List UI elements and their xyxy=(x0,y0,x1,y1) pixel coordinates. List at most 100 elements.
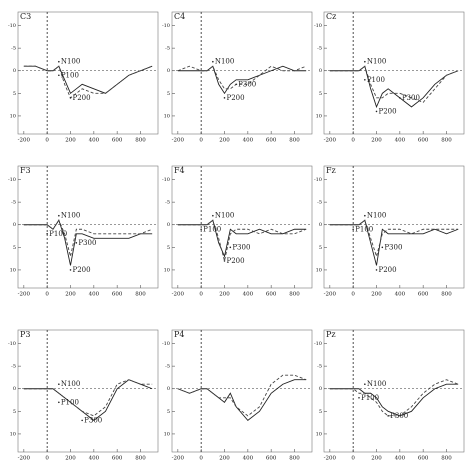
plot-frame xyxy=(171,329,313,453)
x-tick-label: -200 xyxy=(18,138,31,144)
y-tick-label: 0 xyxy=(319,222,322,228)
waveform xyxy=(23,65,153,95)
y-tick-label: 10 xyxy=(316,267,322,273)
waveform xyxy=(329,65,459,103)
annotation-anchor xyxy=(58,383,60,386)
plot-frame xyxy=(17,11,159,135)
annotation-anchor xyxy=(58,74,60,77)
x-tick-label: 600 xyxy=(112,456,123,462)
annotation-anchor xyxy=(58,401,60,404)
y-tick-label: 10 xyxy=(10,267,16,273)
annotation: P300 xyxy=(402,94,420,102)
waveform xyxy=(329,379,459,417)
annotation: P100 xyxy=(361,394,379,402)
y-tick-label: 5 xyxy=(319,91,322,97)
annotation-anchor xyxy=(212,214,214,217)
panel-title: P4 xyxy=(174,330,184,339)
y-tick-label: 5 xyxy=(319,409,322,415)
annotation-anchor xyxy=(399,97,401,99)
annotation-anchor xyxy=(387,415,389,417)
y-tick-label: -10 xyxy=(8,177,16,183)
annotation: P100 xyxy=(367,76,385,84)
x-tick-label: 600 xyxy=(266,138,277,144)
annotation: P300 xyxy=(232,243,250,251)
x-tick-label: 800 xyxy=(135,456,146,462)
waveform xyxy=(23,379,153,417)
annotation: N100 xyxy=(367,380,387,388)
y-tick-label: 0 xyxy=(13,68,16,74)
annotation: N100 xyxy=(367,212,387,220)
plot-frame xyxy=(17,165,159,289)
annotation-anchor xyxy=(375,110,378,113)
x-tick-label: -200 xyxy=(324,292,337,298)
y-tick-label: 5 xyxy=(319,245,322,251)
y-tick-label: -10 xyxy=(8,23,16,29)
annotation: P300 xyxy=(78,239,96,247)
y-tick-label: 10 xyxy=(10,431,16,437)
annotation-anchor xyxy=(69,97,72,99)
y-tick-label: -5 xyxy=(165,200,170,206)
x-tick-label: 0 xyxy=(45,292,49,298)
y-tick-label: 5 xyxy=(167,91,170,97)
annotation: P100 xyxy=(61,71,79,79)
x-tick-label: 600 xyxy=(266,456,277,462)
annotation-anchor xyxy=(223,97,226,99)
x-tick-label: 400 xyxy=(89,138,100,144)
annotation: P100 xyxy=(49,230,67,238)
x-tick-label: 600 xyxy=(266,292,277,298)
y-tick-label: -10 xyxy=(314,177,322,183)
annotation: P100 xyxy=(61,398,79,406)
x-tick-label: 400 xyxy=(89,456,100,462)
panel-title: Cz xyxy=(326,12,336,21)
waveform xyxy=(23,379,153,421)
annotation: P200 xyxy=(227,257,245,265)
y-tick-label: -10 xyxy=(314,23,322,29)
y-tick-label: 0 xyxy=(167,68,170,74)
panel-title: F3 xyxy=(20,166,31,175)
panel-title: C4 xyxy=(174,12,185,21)
annotation-anchor xyxy=(364,383,366,386)
annotation: N100 xyxy=(61,380,80,388)
annotation-anchor xyxy=(58,60,60,63)
annotation-anchor xyxy=(358,396,360,399)
y-tick-label: 0 xyxy=(319,68,322,74)
annotation: P200 xyxy=(73,266,91,274)
x-tick-label: 400 xyxy=(395,292,406,298)
x-tick-label: 600 xyxy=(418,138,429,144)
y-tick-label: 5 xyxy=(13,409,16,415)
x-tick-label: -200 xyxy=(172,292,185,298)
x-tick-label: -200 xyxy=(172,138,185,144)
y-tick-label: -10 xyxy=(162,23,170,29)
plot-frame xyxy=(323,165,465,289)
x-tick-label: 800 xyxy=(289,292,300,298)
x-tick-label: 0 xyxy=(199,138,203,144)
plot-frame xyxy=(171,11,313,135)
y-tick-label: -10 xyxy=(8,341,16,347)
x-tick-label: 200 xyxy=(371,292,382,298)
annotation: N100 xyxy=(367,58,387,66)
x-tick-label: 400 xyxy=(243,292,254,298)
x-tick-label: -200 xyxy=(324,138,337,144)
x-tick-label: 0 xyxy=(199,292,203,298)
x-tick-label: 600 xyxy=(418,292,429,298)
y-tick-label: 10 xyxy=(164,267,170,273)
waveform xyxy=(329,383,459,417)
annotation-anchor xyxy=(364,78,366,81)
plot-frame xyxy=(171,165,313,289)
annotation-anchor xyxy=(75,242,78,244)
y-tick-label: -10 xyxy=(162,341,170,347)
waveform xyxy=(23,65,153,99)
annotation: N100 xyxy=(61,212,80,220)
annotation: P200 xyxy=(227,94,245,102)
annotation-anchor xyxy=(352,228,354,231)
y-tick-label: 5 xyxy=(13,245,16,251)
annotation-anchor xyxy=(69,269,72,271)
annotation-anchor xyxy=(81,419,83,422)
x-tick-label: 0 xyxy=(351,138,355,144)
y-tick-label: -10 xyxy=(314,341,322,347)
x-tick-label: 800 xyxy=(135,292,146,298)
waveform xyxy=(177,65,307,90)
y-tick-label: -5 xyxy=(11,364,16,370)
x-tick-label: 800 xyxy=(441,456,452,462)
